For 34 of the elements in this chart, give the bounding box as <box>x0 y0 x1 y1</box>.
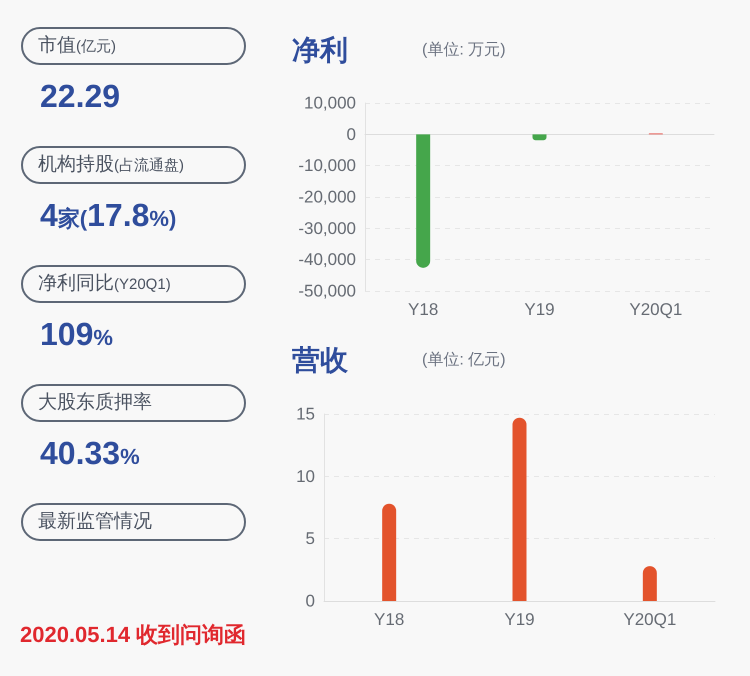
text: 大股东质押率 <box>38 392 152 413</box>
y-tick-label: 0 <box>306 592 315 610</box>
y-tick-label: 5 <box>306 529 315 548</box>
chart-title: 净利 <box>292 34 348 66</box>
y-tick-label: 10,000 <box>304 94 356 112</box>
y-tick-label: -10,000 <box>298 156 356 176</box>
bar <box>382 504 396 601</box>
text: 2020.05.14 收到问询函 <box>20 621 246 649</box>
bar <box>512 418 526 601</box>
y-tick-label: 10 <box>296 466 315 486</box>
chart-title: 营收 <box>291 344 349 376</box>
x-tick-label: Y19 <box>524 300 555 319</box>
y-tick-label: 15 <box>296 404 315 424</box>
y-tick-label: -30,000 <box>298 218 356 238</box>
y-tick-label: 0 <box>346 124 356 144</box>
text: 机构持股(占流通盘) <box>38 154 184 175</box>
text: 最新监管情况 <box>38 511 152 532</box>
x-tick-label: Y20Q1 <box>629 300 682 319</box>
text: 40.33% <box>40 435 140 471</box>
text: 109% <box>40 316 113 352</box>
y-tick-label: -40,000 <box>298 250 356 270</box>
chart-subtitle: (单位: 万元) <box>422 40 506 58</box>
text: 市值(亿元) <box>38 35 116 56</box>
x-tick-label: Y18 <box>374 610 404 629</box>
x-tick-label: Y19 <box>504 610 535 629</box>
y-tick-label: -50,000 <box>298 282 356 300</box>
text: 净利同比(Y20Q1) <box>38 273 171 294</box>
y-tick-label: -20,000 <box>298 188 356 206</box>
x-tick-label: Y20Q1 <box>623 610 676 629</box>
bar <box>642 566 657 601</box>
text: 22.29 <box>40 78 120 114</box>
text: 4家(17.8%) <box>40 197 176 233</box>
x-tick-label: Y18 <box>408 300 438 319</box>
chart-subtitle: (单位: 亿元) <box>422 350 506 368</box>
